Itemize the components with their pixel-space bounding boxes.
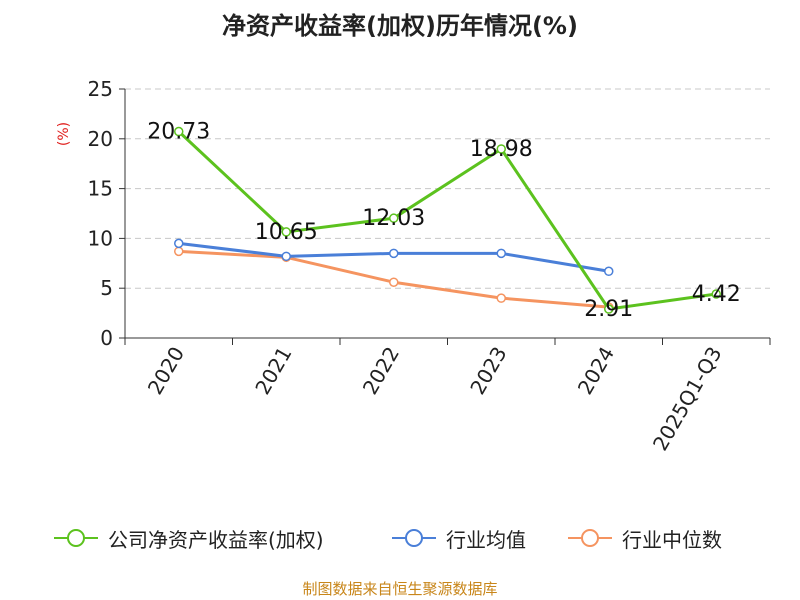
data-label: 18.98 (470, 137, 533, 162)
y-tick-label: 20 (88, 127, 113, 151)
x-tick-label: 2022 (358, 343, 404, 399)
data-point (389, 277, 399, 287)
y-tick-label: 10 (88, 226, 113, 250)
data-label: 10.65 (255, 220, 318, 245)
data-point (389, 213, 399, 223)
y-tick-label: 5 (100, 276, 113, 300)
legend-label-company: 公司净资产收益率(加权) (108, 527, 324, 552)
chart-title: 净资产收益率(加权)历年情况(%) (222, 12, 578, 40)
data-point (711, 289, 721, 299)
x-tick-label: 2021 (250, 343, 296, 399)
x-tick-label: 2024 (573, 343, 619, 399)
legend-label-industry-mean: 行业均值 (446, 527, 526, 552)
data-point (281, 227, 291, 237)
source-note: 制图数据来自恒生聚源数据库 (302, 580, 498, 598)
legend-item-industry-mean[interactable]: 行业均值 (390, 518, 526, 558)
legend-marker-industry-median (568, 529, 612, 547)
series-line (177, 130, 717, 311)
y-tick-label: 15 (88, 177, 113, 201)
data-label: 20.73 (147, 120, 210, 145)
data-point (496, 293, 506, 303)
data-point (174, 238, 184, 249)
legend-item-industry-median[interactable]: 行业中位数 (566, 518, 722, 558)
legend-marker-company (54, 529, 98, 547)
legend: 公司净资产收益率(加权) 行业均值 行业中位数 (0, 518, 800, 558)
data-label: 2.91 (584, 297, 633, 322)
y-tick-label: 25 (88, 77, 113, 101)
data-point (174, 126, 184, 137)
x-tick-label: 2023 (465, 343, 511, 399)
legend-label-industry-median: 行业中位数 (622, 527, 722, 552)
legend-marker-industry-mean (392, 529, 436, 547)
data-point (389, 248, 399, 259)
data-point (604, 266, 614, 277)
x-tick-label: 2020 (143, 343, 189, 399)
data-point (604, 304, 614, 314)
data-point (174, 246, 184, 257)
x-tick-label: 2025Q1-Q3 (648, 343, 727, 455)
line-chart: 0 5 10 15 20 25 2020 2021 2022 2023 2024 2025Q1-Q3 2… (88, 77, 771, 455)
data-label: 4.42 (692, 282, 741, 307)
data-point (496, 144, 506, 154)
data-point (281, 251, 291, 262)
y-tick-label: 0 (100, 326, 113, 350)
data-label: 12.03 (362, 206, 425, 231)
legend-item-company[interactable]: 公司净资产收益率(加权) (52, 518, 324, 558)
data-point (496, 248, 506, 259)
